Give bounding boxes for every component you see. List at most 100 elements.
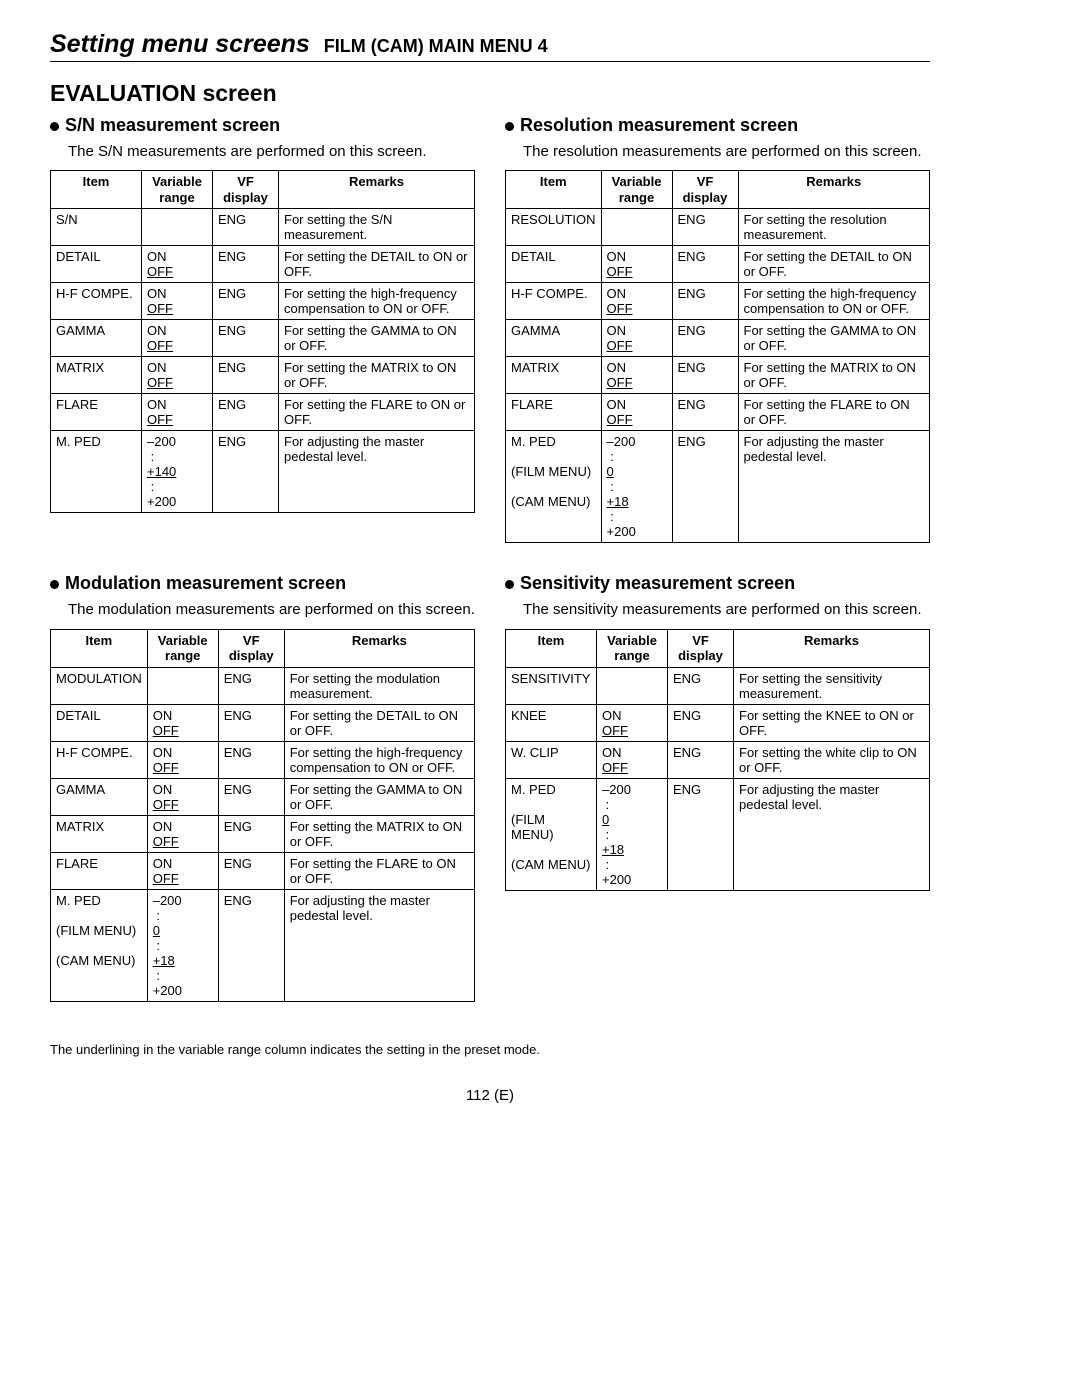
page-number: 112 (E) (50, 1087, 930, 1104)
cell-vf: ENG (213, 394, 279, 431)
th-item: Item (506, 629, 597, 667)
sensitivity-block: Sensitivity measurement screen The sensi… (505, 573, 930, 1031)
th-item: Item (51, 171, 142, 209)
resolution-table: Item Variablerange VFdisplay Remarks RES… (505, 170, 930, 543)
cell-remarks: For setting the FLARE to ON or OFF. (738, 394, 929, 431)
th-vf: VFdisplay (213, 171, 279, 209)
cell-item: GAMMA (506, 320, 602, 357)
th-range: Variablerange (142, 171, 213, 209)
cell-range (601, 209, 672, 246)
cell-vf: ENG (672, 394, 738, 431)
table-row: M. PED(FILM MENU)(CAM MENU)–200 :0 :+18 … (506, 778, 930, 890)
row-2: Modulation measurement screen The modula… (50, 573, 930, 1031)
cell-vf: ENG (672, 320, 738, 357)
cell-vf: ENG (213, 431, 279, 513)
table-row: DETAILONOFFENGFor setting the DETAIL to … (51, 246, 475, 283)
cell-item: KNEE (506, 704, 597, 741)
cell-item: S/N (51, 209, 142, 246)
cell-item: M. PED(FILM MENU)(CAM MENU) (51, 889, 148, 1001)
cell-item: MATRIX (51, 815, 148, 852)
cell-remarks: For setting the GAMMA to ON or OFF. (284, 778, 474, 815)
table-row: FLAREONOFFENGFor setting the FLARE to ON… (506, 394, 930, 431)
th-vf: VFdisplay (668, 629, 734, 667)
resolution-desc: The resolution measurements are performe… (523, 142, 930, 162)
cell-range: ONOFF (147, 778, 218, 815)
table-row: M. PED–200 :+140 :+200ENGFor adjusting t… (51, 431, 475, 513)
cell-remarks: For setting the FLARE to ON or OFF. (279, 394, 475, 431)
cell-remarks: For setting the white clip to ON or OFF. (734, 741, 930, 778)
cell-item: MODULATION (51, 667, 148, 704)
cell-vf: ENG (668, 667, 734, 704)
resolution-block: Resolution measurement screen The resolu… (505, 115, 930, 573)
table-row: MATRIXONOFFENGFor setting the MATRIX to … (51, 357, 475, 394)
table-row: FLAREONOFFENGFor setting the FLARE to ON… (51, 394, 475, 431)
table-row: W. CLIPONOFFENGFor setting the white cli… (506, 741, 930, 778)
modulation-table: Item Variablerange VFdisplay Remarks MOD… (50, 629, 475, 1002)
table-row: RESOLUTIONENGFor setting the resolution … (506, 209, 930, 246)
cell-vf: ENG (672, 357, 738, 394)
table-row: DETAILONOFFENGFor setting the DETAIL to … (506, 246, 930, 283)
cell-remarks: For setting the resolution measurement. (738, 209, 929, 246)
cell-remarks: For adjusting the master pedestal level. (738, 431, 929, 543)
cell-remarks: For setting the DETAIL to ON or OFF. (284, 704, 474, 741)
cell-remarks: For setting the DETAIL to ON or OFF. (738, 246, 929, 283)
cell-remarks: For adjusting the master pedestal level. (279, 431, 475, 513)
cell-vf: ENG (218, 889, 284, 1001)
cell-vf: ENG (668, 778, 734, 890)
resolution-title: Resolution measurement screen (505, 115, 930, 136)
cell-item: FLARE (51, 394, 142, 431)
cell-range: ONOFF (142, 320, 213, 357)
cell-range: –200 :0 :+18 :+200 (597, 778, 668, 890)
cell-range: ONOFF (147, 741, 218, 778)
table-row: GAMMAONOFFENGFor setting the GAMMA to ON… (51, 320, 475, 357)
table-row: H-F COMPE.ONOFFENGFor setting the high-f… (506, 283, 930, 320)
cell-vf: ENG (672, 246, 738, 283)
cell-remarks: For adjusting the master pedestal level. (284, 889, 474, 1001)
bullet-icon (50, 122, 59, 131)
th-remarks: Remarks (279, 171, 475, 209)
modulation-desc: The modulation measurements are performe… (68, 600, 475, 620)
sn-desc: The S/N measurements are performed on th… (68, 142, 475, 162)
cell-range: ONOFF (142, 357, 213, 394)
modulation-title: Modulation measurement screen (50, 573, 475, 594)
cell-range: ONOFF (601, 357, 672, 394)
cell-remarks: For setting the MATRIX to ON or OFF. (279, 357, 475, 394)
th-vf: VFdisplay (218, 629, 284, 667)
cell-range: ONOFF (147, 815, 218, 852)
cell-remarks: For setting the modulation measurement. (284, 667, 474, 704)
cell-vf: ENG (213, 320, 279, 357)
cell-remarks: For setting the high-frequency compensat… (279, 283, 475, 320)
cell-item: MATRIX (506, 357, 602, 394)
cell-range: ONOFF (142, 394, 213, 431)
cell-remarks: For adjusting the master pedestal level. (734, 778, 930, 890)
table-head: Item Variablerange VFdisplay Remarks (506, 171, 930, 209)
cell-range: ONOFF (601, 394, 672, 431)
sensitivity-title-text: Sensitivity measurement screen (520, 573, 795, 593)
sn-table: Item Variablerange VFdisplay Remarks S/N… (50, 170, 475, 513)
sn-title-text: S/N measurement screen (65, 115, 280, 135)
cell-item: MATRIX (51, 357, 142, 394)
cell-range: –200 :+140 :+200 (142, 431, 213, 513)
table-head: Item Variablerange VFdisplay Remarks (506, 629, 930, 667)
cell-range (597, 667, 668, 704)
cell-remarks: For setting the MATRIX to ON or OFF. (738, 357, 929, 394)
cell-remarks: For setting the GAMMA to ON or OFF. (738, 320, 929, 357)
cell-vf: ENG (218, 704, 284, 741)
cell-remarks: For setting the high-frequency compensat… (284, 741, 474, 778)
cell-item: DETAIL (506, 246, 602, 283)
th-vf: VFdisplay (672, 171, 738, 209)
table-row: DETAILONOFFENGFor setting the DETAIL to … (51, 704, 475, 741)
table-row: SENSITIVITYENGFor setting the sensitivit… (506, 667, 930, 704)
cell-remarks: For setting the GAMMA to ON or OFF. (279, 320, 475, 357)
resolution-title-text: Resolution measurement screen (520, 115, 798, 135)
cell-item: FLARE (506, 394, 602, 431)
cell-range: –200 :0 :+18 :+200 (147, 889, 218, 1001)
cell-remarks: For setting the sensitivity measurement. (734, 667, 930, 704)
modulation-block: Modulation measurement screen The modula… (50, 573, 475, 1031)
table-head: Item Variablerange VFdisplay Remarks (51, 171, 475, 209)
cell-range (147, 667, 218, 704)
cell-range: ONOFF (147, 704, 218, 741)
title-sub: FILM (CAM) MAIN MENU 4 (324, 36, 548, 56)
bullet-icon (50, 580, 59, 589)
cell-range: ONOFF (142, 283, 213, 320)
